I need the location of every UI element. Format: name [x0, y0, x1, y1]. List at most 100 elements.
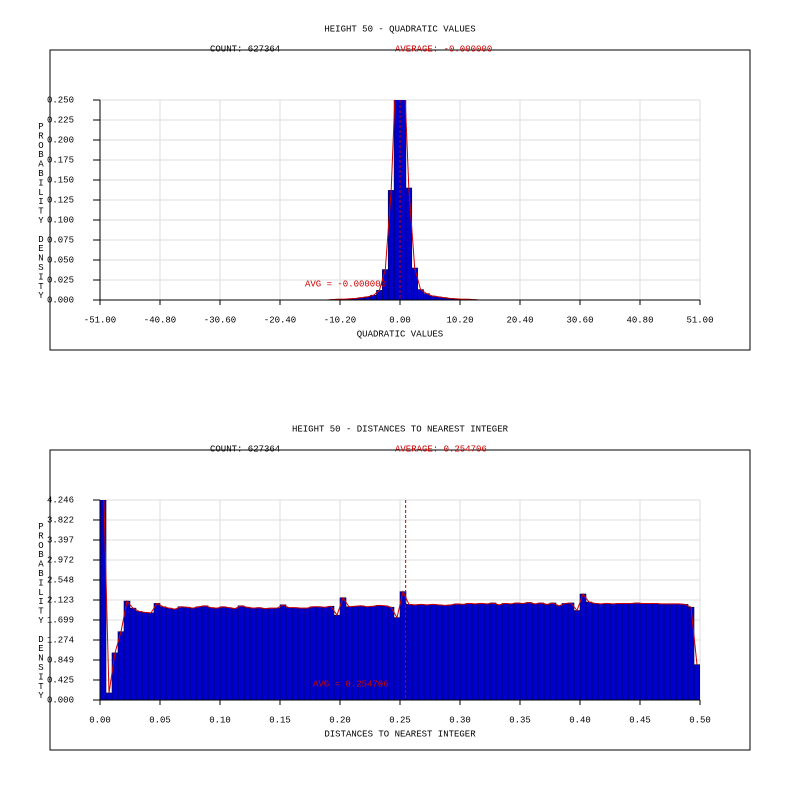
- bar: [687, 606, 695, 700]
- x-tick-label: 0.15: [269, 715, 291, 725]
- x-tick-label: 0.20: [329, 715, 351, 725]
- x-tick-label: 30.60: [566, 315, 593, 325]
- bar: [519, 603, 527, 700]
- bar: [195, 606, 203, 700]
- bar: [231, 608, 239, 700]
- bar: [513, 602, 521, 700]
- bar: [105, 692, 113, 700]
- x-tick-label: 40.80: [626, 315, 653, 325]
- x-tick-label: 0.45: [629, 715, 651, 725]
- bar: [243, 606, 251, 700]
- bar: [441, 605, 449, 700]
- bar: [573, 610, 581, 700]
- bar: [465, 603, 473, 700]
- bar: [249, 607, 257, 700]
- chart-title: HEIGHT 50 - QUADRATIC VALUES: [324, 24, 475, 34]
- bar: [201, 605, 209, 700]
- bar: [501, 603, 509, 700]
- bar: [675, 603, 683, 700]
- average-text: AVERAGE: 0.254706: [395, 444, 487, 454]
- bar: [267, 607, 275, 700]
- bar: [645, 603, 653, 700]
- x-tick-label: 0.40: [569, 715, 591, 725]
- bar: [261, 608, 269, 700]
- x-tick-label: 20.40: [506, 315, 533, 325]
- bar: [603, 603, 611, 700]
- bar: [111, 652, 119, 700]
- y-tick-label: 2.548: [47, 575, 74, 585]
- x-tick-label: -40.80: [144, 315, 176, 325]
- bar: [531, 603, 539, 700]
- x-tick-label: 0.00: [389, 315, 411, 325]
- y-tick-label: 0.100: [47, 215, 74, 225]
- x-tick-label: 10.20: [446, 315, 473, 325]
- bar: [495, 604, 503, 700]
- bar: [165, 607, 173, 700]
- bar: [585, 601, 593, 700]
- x-tick-label: 0.10: [209, 715, 231, 725]
- bar: [237, 605, 245, 700]
- bar: [567, 602, 575, 700]
- y-tick-label: 1.699: [47, 615, 74, 625]
- bar: [507, 603, 515, 700]
- y-tick-label: 0.000: [47, 295, 74, 305]
- x-tick-label: 0.05: [149, 715, 171, 725]
- count-text: COUNT: 627364: [210, 444, 280, 454]
- bar: [399, 591, 407, 700]
- bar: [555, 605, 563, 700]
- bar: [537, 602, 545, 700]
- bar: [627, 603, 635, 700]
- y-tick-label: 1.274: [47, 635, 74, 645]
- bar: [123, 600, 131, 700]
- bar: [129, 607, 137, 700]
- bar: [303, 607, 311, 700]
- bar: [411, 267, 418, 300]
- bar: [423, 604, 431, 700]
- y-tick-label: 0.125: [47, 195, 74, 205]
- bar: [285, 607, 293, 700]
- frame: [49, 49, 751, 351]
- bar: [597, 603, 605, 700]
- bar: [291, 607, 299, 700]
- bar: [591, 603, 599, 700]
- x-tick-label: -20.40: [264, 315, 296, 325]
- bar: [693, 664, 700, 700]
- density-line: [103, 500, 698, 694]
- bar: [213, 607, 221, 700]
- bar: [393, 617, 401, 700]
- bar: [429, 604, 437, 700]
- bar: [159, 606, 167, 700]
- bar: [483, 603, 491, 700]
- bars: [100, 500, 700, 700]
- x-tick-label: 0.35: [509, 715, 531, 725]
- bar: [609, 603, 617, 700]
- bar: [663, 603, 671, 700]
- x-tick-label: -51.00: [84, 315, 116, 325]
- y-tick-label: 0.150: [47, 175, 74, 185]
- bar: [633, 602, 641, 700]
- avg-annotation: AVG = -0.000000: [305, 279, 386, 289]
- bar: [279, 604, 287, 700]
- bar: [177, 606, 185, 700]
- x-tick-label: 51.00: [686, 315, 713, 325]
- y-tick-label: 0.175: [47, 155, 74, 165]
- bar: [405, 604, 413, 700]
- bar: [255, 607, 263, 700]
- bar: [615, 603, 623, 700]
- bar: [225, 607, 233, 700]
- bar: [447, 604, 455, 700]
- bar: [657, 603, 665, 700]
- bar: [405, 187, 413, 300]
- avg-annotation: AVG = 0.254706: [313, 679, 389, 689]
- bar: [147, 612, 155, 700]
- bar: [219, 606, 227, 700]
- x-tick-label: 0.00: [89, 715, 111, 725]
- y-tick-label: 0.225: [47, 115, 74, 125]
- bar: [489, 602, 497, 700]
- x-tick-label: 0.25: [389, 715, 411, 725]
- bar: [543, 604, 551, 700]
- x-tick-label: 0.50: [689, 715, 711, 725]
- bar: [387, 606, 395, 700]
- bar: [171, 608, 179, 700]
